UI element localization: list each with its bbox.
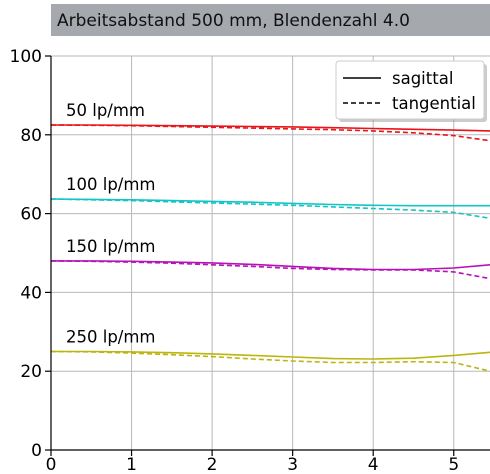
x-tick-label-1: 1	[126, 455, 137, 474]
x-tick-label-2: 2	[207, 455, 218, 474]
y-tick-label-100: 100	[10, 47, 42, 67]
legend: sagittal tangential	[335, 60, 487, 122]
y-tick-label-20: 20	[20, 362, 42, 382]
legend-box	[335, 60, 485, 120]
curve-label-3: 250 lp/mm	[66, 328, 156, 347]
y-tick-label-80: 80	[20, 126, 42, 146]
y-tick-label-40: 40	[20, 283, 42, 303]
y-tick-label-60: 60	[20, 205, 42, 225]
curve-label-0: 50 lp/mm	[66, 101, 145, 120]
chart-title: Arbeitsabstand 500 mm, Blendenzahl 4.0	[57, 11, 410, 31]
x-tick-label-5: 5	[448, 455, 459, 474]
curve-labels: 50 lp/mm 100 lp/mm 150 lp/mm 250 lp/mm	[66, 101, 156, 347]
y-tick-label-0: 0	[31, 441, 42, 461]
x-tick-label-0: 0	[46, 455, 57, 474]
series-line-tangential-2	[50, 260, 490, 280]
series-line-sagittal-3	[51, 350, 490, 360]
legend-tangential-label: tangential	[392, 94, 476, 113]
legend-sagittal-label: sagittal	[392, 69, 453, 88]
x-tick-label-4: 4	[368, 455, 379, 474]
curve-label-2: 150 lp/mm	[66, 237, 156, 256]
series-line-tangential-0	[50, 124, 490, 142]
grid	[51, 55, 490, 450]
plot-series	[50, 124, 490, 372]
title-banner	[51, 4, 490, 36]
x-tick-label-3: 3	[287, 455, 298, 474]
series-line-tangential-1	[50, 198, 490, 220]
series-line-tangential-3	[50, 350, 490, 372]
curve-label-1: 100 lp/mm	[66, 175, 156, 194]
axes: 0 20 40 60 80 100 0 1 2 3 4 5	[10, 47, 490, 474]
